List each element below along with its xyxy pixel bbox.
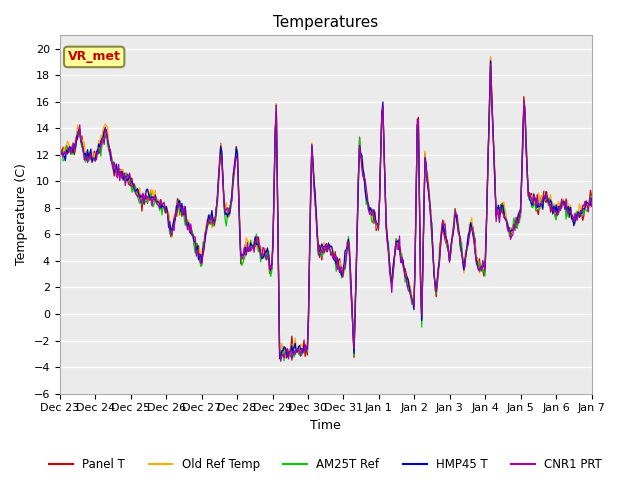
Panel T xyxy=(487,56,495,61)
Line: AM25T Ref: AM25T Ref xyxy=(60,61,591,361)
CNR1 PRT xyxy=(277,359,285,364)
CNR1 PRT xyxy=(282,351,289,357)
AM25T Ref xyxy=(282,346,289,351)
HMP45 T xyxy=(380,144,388,150)
AM25T Ref xyxy=(541,193,549,199)
Panel T xyxy=(277,355,285,361)
Old Ref Temp xyxy=(355,177,362,182)
Panel T xyxy=(56,150,63,156)
HMP45 T xyxy=(448,236,456,242)
Old Ref Temp xyxy=(56,149,63,155)
CNR1 PRT xyxy=(487,61,495,67)
HMP45 T xyxy=(282,345,289,351)
CNR1 PRT xyxy=(221,209,229,215)
HMP45 T xyxy=(588,196,595,202)
CNR1 PRT xyxy=(541,194,549,200)
Y-axis label: Temperature (C): Temperature (C) xyxy=(15,164,28,265)
Panel T xyxy=(380,146,388,152)
Old Ref Temp xyxy=(380,140,388,145)
HMP45 T xyxy=(276,356,284,361)
CNR1 PRT xyxy=(448,240,456,246)
Old Ref Temp xyxy=(282,354,289,360)
X-axis label: Time: Time xyxy=(310,419,341,432)
Old Ref Temp xyxy=(487,54,495,60)
Panel T xyxy=(282,346,289,351)
AM25T Ref xyxy=(56,156,63,162)
Line: Panel T: Panel T xyxy=(60,59,591,358)
AM25T Ref xyxy=(355,185,362,191)
Old Ref Temp xyxy=(448,238,456,243)
CNR1 PRT xyxy=(56,150,63,156)
Legend: Panel T, Old Ref Temp, AM25T Ref, HMP45 T, CNR1 PRT: Panel T, Old Ref Temp, AM25T Ref, HMP45 … xyxy=(44,453,607,476)
Title: Temperatures: Temperatures xyxy=(273,15,378,30)
Line: Old Ref Temp: Old Ref Temp xyxy=(60,57,591,357)
AM25T Ref xyxy=(380,146,388,152)
HMP45 T xyxy=(487,58,495,64)
HMP45 T xyxy=(355,174,362,180)
Panel T xyxy=(221,210,229,216)
AM25T Ref xyxy=(280,358,288,364)
Text: VR_met: VR_met xyxy=(68,50,120,63)
Old Ref Temp xyxy=(221,205,229,211)
CNR1 PRT xyxy=(380,144,388,149)
AM25T Ref xyxy=(448,238,456,243)
Old Ref Temp xyxy=(588,200,595,205)
AM25T Ref xyxy=(221,217,229,223)
Line: CNR1 PRT: CNR1 PRT xyxy=(60,64,591,361)
Line: HMP45 T: HMP45 T xyxy=(60,61,591,359)
CNR1 PRT xyxy=(355,170,362,176)
HMP45 T xyxy=(541,196,549,202)
AM25T Ref xyxy=(487,59,495,64)
CNR1 PRT xyxy=(588,204,595,209)
Panel T xyxy=(541,198,549,204)
HMP45 T xyxy=(221,212,229,217)
Panel T xyxy=(448,240,456,245)
Panel T xyxy=(355,175,362,181)
Panel T xyxy=(588,194,595,200)
HMP45 T xyxy=(56,151,63,157)
Old Ref Temp xyxy=(541,189,549,194)
AM25T Ref xyxy=(588,193,595,199)
Old Ref Temp xyxy=(280,351,288,357)
